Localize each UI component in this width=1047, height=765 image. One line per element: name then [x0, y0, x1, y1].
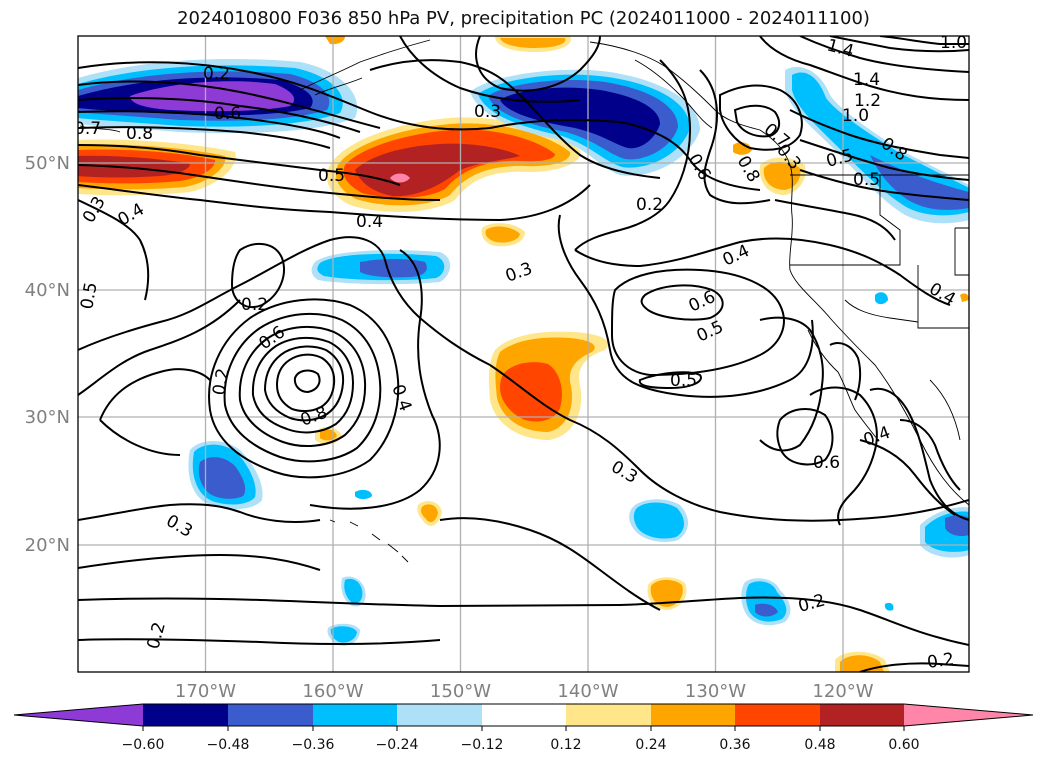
colorbar-tick-label: −0.60	[122, 737, 165, 753]
contour-label: 0.6	[214, 104, 241, 124]
contour-label: 0.7	[74, 119, 101, 139]
map-frame	[77, 35, 970, 673]
colorbar-swatch	[397, 704, 482, 726]
contour-label: 0.5	[670, 371, 697, 391]
contour-label: 0.5	[853, 170, 880, 190]
colorbar-swatch	[228, 704, 313, 726]
colorbar-swatch	[820, 704, 904, 726]
colorbar-tick-label: −0.24	[376, 737, 419, 753]
lon-tick-label: 170°W	[175, 681, 236, 702]
lon-tick-label: 120°W	[812, 681, 873, 702]
lat-tick-label: 30°N	[25, 407, 70, 428]
contour-label: 0.2	[636, 195, 663, 215]
colorbar-swatch	[482, 704, 566, 726]
coastlines	[79, 39, 969, 563]
colorbar-tick-label: 0.12	[550, 737, 581, 753]
colorbar-swatch	[735, 704, 820, 726]
colorbar-extend-max	[904, 704, 1033, 726]
contour-label: 0.6	[813, 453, 840, 473]
lon-tick-label: 130°W	[685, 681, 746, 702]
contour-label: 0.2	[203, 64, 230, 84]
map-title: 2024010800 F036 850 hPa PV, precipitatio…	[177, 8, 870, 29]
colorbar: −0.60 −0.48 −0.36 −0.24 −0.12 0.12 0.24 …	[13, 703, 1034, 753]
colorbar-extend-min	[14, 704, 143, 726]
lon-tick-label: 140°W	[557, 681, 618, 702]
colorbar-tick-label: 0.36	[719, 737, 750, 753]
colorbar-tick-label: 0.24	[635, 737, 666, 753]
colorbar-tick-label: −0.48	[207, 737, 250, 753]
colorbar-tick-label: 0.60	[888, 737, 919, 753]
lon-tick-labels: 170°W 160°W 150°W 140°W 130°W 120°W	[175, 681, 874, 702]
pv-contours	[78, 36, 969, 672]
contour-label: 1.4	[853, 70, 880, 90]
colorbar-swatch	[566, 704, 651, 726]
contour-label: 0.2	[926, 649, 956, 673]
colorbar-tick-label: −0.12	[461, 737, 504, 753]
colorbar-tick-label: 0.48	[804, 737, 835, 753]
colorbar-swatch	[651, 704, 735, 726]
contour-label: 0.2	[241, 295, 268, 315]
contour-label: 0.5	[318, 166, 345, 186]
lon-tick-label: 160°W	[302, 681, 363, 702]
lon-tick-label: 150°W	[430, 681, 491, 702]
contour-label: 0.4	[356, 212, 383, 232]
contour-label: 0.2	[209, 367, 233, 397]
colorbar-swatch	[313, 704, 397, 726]
colorbar-tick-label: −0.36	[292, 737, 335, 753]
contour-label: 0.5	[77, 281, 101, 311]
lat-tick-label: 20°N	[25, 535, 70, 556]
contour-label: 1.0	[940, 33, 967, 53]
colorbar-swatch	[143, 704, 228, 726]
contour-label: 0.8	[126, 124, 153, 144]
contour-label: 0.3	[474, 102, 501, 122]
lat-tick-label: 50°N	[25, 153, 70, 174]
contour-label: 1.0	[842, 106, 869, 126]
lat-tick-labels: 50°N 40°N 30°N 20°N	[25, 153, 70, 556]
contour-label: 1.2	[854, 91, 881, 111]
lat-tick-label: 40°N	[25, 280, 70, 301]
